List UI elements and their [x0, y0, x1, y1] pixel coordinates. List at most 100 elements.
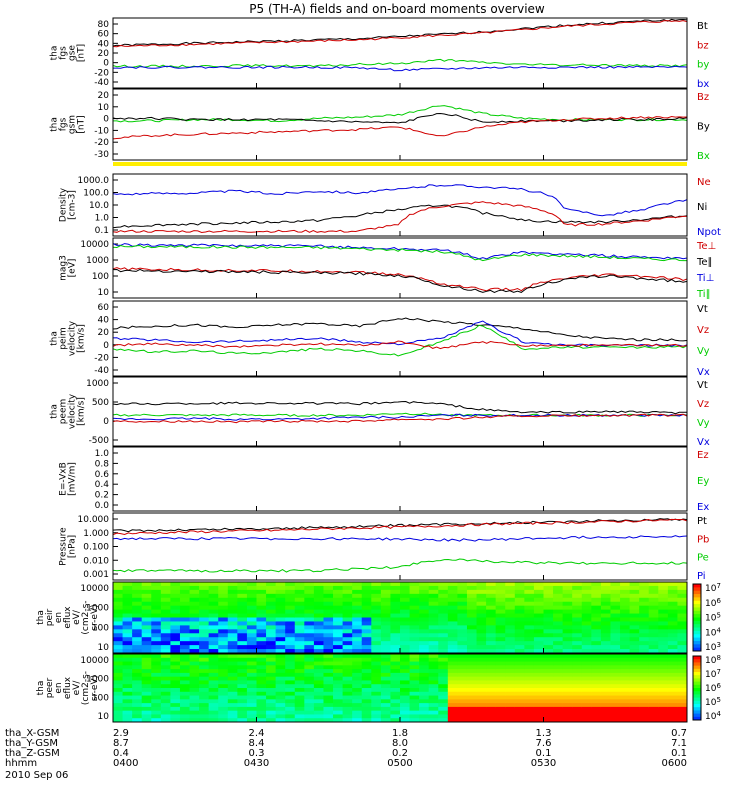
spectrogram-cell	[266, 589, 277, 595]
spectrogram-cell	[361, 621, 372, 626]
spectrogram-cell	[400, 691, 411, 697]
spectrogram-cell	[380, 657, 391, 663]
spectrogram-cell	[524, 706, 535, 712]
y-axis-label: (cm2-s-	[81, 671, 91, 705]
spectrogram-cell	[208, 582, 219, 587]
spectrogram-cell	[639, 649, 650, 654]
spectrogram-cell	[639, 661, 650, 666]
spectrogram-cell	[486, 688, 497, 693]
panel-frame	[112, 300, 688, 377]
spectrogram-cell	[179, 676, 191, 681]
spectrogram-cell	[457, 601, 468, 607]
spectrogram-cell	[667, 582, 678, 587]
spectrogram-cell	[438, 718, 449, 723]
spectrogram-cell	[600, 657, 611, 663]
spectrogram-cell	[428, 641, 439, 646]
legend-label-bz: bz	[697, 40, 709, 51]
spectrogram-cell	[179, 641, 191, 646]
spectrogram-cell	[304, 672, 315, 678]
spectrogram-cell	[610, 585, 621, 591]
spectrogram-cell	[189, 688, 200, 693]
spectrogram-cell	[495, 688, 506, 693]
spectrogram-cell	[361, 585, 372, 591]
spectrogram-cell	[466, 593, 478, 599]
spectrogram-cell	[600, 714, 611, 719]
spectrogram-cell	[199, 585, 210, 591]
spectrogram-cell	[428, 706, 439, 712]
spectrogram-cell	[304, 637, 315, 642]
spectrogram-cell	[151, 684, 162, 689]
colorbar-swatch	[693, 640, 701, 645]
spectrogram-cell	[333, 684, 344, 689]
spectrogram-cell	[495, 593, 506, 599]
spectrogram-cell	[562, 684, 573, 689]
y-tick-label: -40	[94, 366, 109, 376]
spectrogram-cell	[505, 699, 516, 704]
spectrogram-cell	[572, 605, 583, 611]
spectrogram-cell	[533, 714, 544, 719]
spectrogram-cell	[677, 585, 688, 591]
spectrogram-cell	[524, 661, 535, 666]
spectrogram-cell	[629, 669, 640, 674]
spectrogram-cell	[275, 649, 286, 654]
y-tick-label: 0.6	[95, 470, 110, 480]
spectrogram-cell	[428, 593, 439, 599]
spectrogram-cell	[466, 654, 478, 659]
spectrogram-cell	[160, 718, 171, 723]
spectrogram-cell	[533, 605, 544, 611]
spectrogram-cell	[256, 672, 267, 678]
spectrogram-cell	[151, 718, 162, 723]
y-axis-label: [km/s]	[77, 324, 87, 353]
spectrogram-cell	[256, 593, 267, 599]
spectrogram-cell	[648, 649, 659, 654]
spectrogram-cell	[237, 641, 248, 646]
spectrogram-cell	[160, 625, 171, 630]
spectrogram-cell	[266, 613, 277, 618]
spectrogram-cell	[524, 665, 535, 670]
spectrogram-cell	[409, 718, 420, 723]
spectrogram-cell	[457, 593, 468, 599]
spectrogram-cell	[361, 629, 372, 634]
spectrogram-cell	[256, 613, 267, 618]
date-label: 2010 Sep 06	[5, 770, 68, 781]
spectrogram-cell	[237, 703, 248, 708]
spectrogram-cell	[591, 593, 602, 599]
spectrogram-cell	[361, 691, 372, 697]
spectrogram-cell	[677, 597, 688, 603]
spectrogram-cell	[639, 593, 650, 599]
spectrogram-cell	[505, 585, 516, 591]
spectrogram-cell	[227, 695, 238, 700]
spectrogram-cell	[419, 718, 430, 723]
spectrogram-cell	[553, 641, 564, 646]
spectrogram-cell	[677, 613, 688, 618]
y-tick-label: 1.000	[83, 529, 109, 539]
spectrogram-cell	[562, 629, 573, 634]
spectrogram-cell	[610, 593, 621, 599]
spectrogram-cell	[227, 609, 238, 615]
spectrogram-cell	[141, 706, 152, 712]
spectrogram-cell	[457, 688, 468, 693]
spectrogram-cell	[256, 625, 267, 630]
spectrogram-cell	[256, 629, 267, 634]
ephemeris-value: 0.4	[113, 748, 129, 759]
spectrogram-cell	[495, 617, 506, 622]
spectrogram-cell	[562, 676, 573, 681]
spectrogram-cell	[122, 718, 133, 723]
spectrogram-cell	[419, 582, 430, 587]
spectrogram-cell	[514, 665, 525, 670]
spectrogram-cell	[524, 669, 535, 674]
spectrogram-cell	[648, 661, 659, 666]
spectrogram-cell	[572, 714, 583, 719]
spectrogram-cell	[380, 661, 391, 666]
spectrogram-cell	[667, 706, 678, 712]
spectrogram-cell	[179, 661, 191, 666]
spectrogram-cell	[342, 625, 353, 630]
spectrogram-cell	[658, 654, 669, 659]
spectrogram-cell	[419, 654, 430, 659]
spectrogram-cell	[352, 680, 363, 685]
spectrogram-cell	[285, 597, 296, 603]
spectrogram-cell	[256, 589, 267, 595]
spectrogram-cell	[419, 609, 430, 615]
spectrogram-cell	[294, 672, 305, 678]
spectrogram-cell	[333, 597, 344, 603]
